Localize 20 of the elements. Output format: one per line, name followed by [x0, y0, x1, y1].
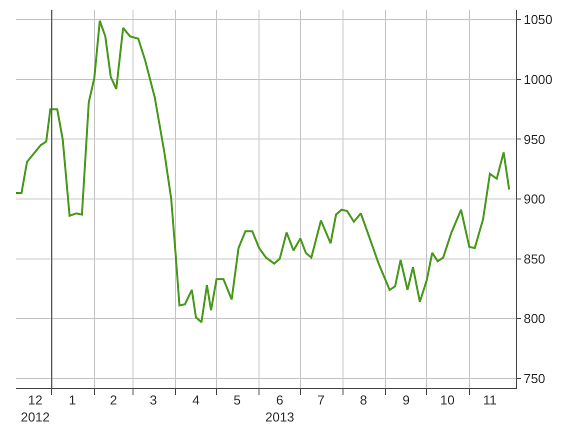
y-tick-label: 800	[524, 311, 546, 326]
x-tick-label: 7	[317, 392, 325, 408]
x-tick-label: 10	[440, 392, 455, 408]
x-tick-label: 12 2012	[20, 392, 50, 424]
y-tick-label: 850	[524, 251, 546, 266]
y-tick-label: 1050	[524, 12, 553, 28]
x-tick-label: 3	[150, 392, 157, 408]
y-tick-label: 950	[524, 132, 546, 147]
line-series	[16, 20, 510, 324]
y-tick-label: 900	[524, 192, 546, 207]
x-tick-label: 4	[192, 392, 200, 408]
x-tick-label: 11	[483, 392, 497, 408]
x-tick-label: 6 2013	[265, 392, 294, 424]
y-tick-label: 750	[524, 370, 546, 386]
x-tick-label: 8	[360, 392, 368, 408]
y-tick-label: 1000	[524, 72, 553, 87]
x-tick-label: 1	[68, 392, 76, 408]
x-tick-label: 9	[402, 392, 410, 408]
x-tick-label: 2	[110, 392, 118, 408]
x-tick-label: 5	[234, 392, 241, 408]
